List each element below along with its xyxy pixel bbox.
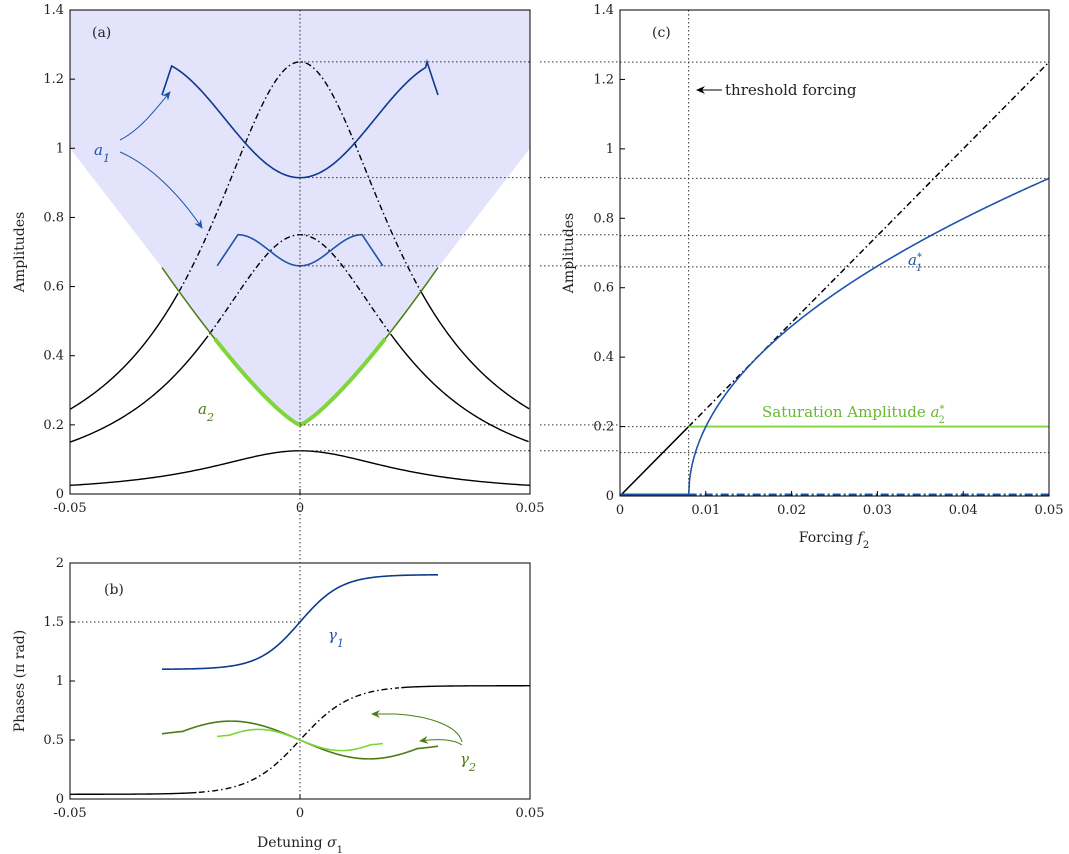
x-tick-label: 0.01 [691, 503, 720, 518]
y-tick-label: 1 [606, 142, 614, 157]
y-tick-label: 0 [606, 489, 614, 504]
y-tick-label: 2 [56, 556, 64, 571]
x-tick-label: 0.04 [949, 503, 978, 518]
x-tick-label: 0 [296, 806, 304, 821]
a1-star-curve [687, 177, 1049, 496]
arrow-a1-upper [119, 91, 171, 141]
phase-curve [401, 685, 530, 689]
y-tick-label: 0.4 [43, 349, 64, 364]
unstable-branch [208, 234, 390, 335]
annotation-saturation: Saturation Amplitude a* 2 [762, 403, 945, 426]
panel-b-ylabel: Phases (π rad) [12, 630, 28, 732]
y-tick-label: 1.2 [43, 72, 64, 87]
arrow-gamma2-upper [371, 710, 463, 743]
y-tick-label: 1.4 [43, 3, 64, 18]
y-tick-label: 0.6 [43, 280, 64, 295]
y-tick-label: 1 [56, 674, 64, 689]
panel-a-label: (a) [92, 25, 111, 41]
response-curve [70, 335, 209, 443]
annotation-threshold: threshold forcing [725, 81, 857, 99]
panel-b-label: (b) [104, 582, 124, 598]
x-tick-label: 0 [616, 503, 624, 518]
stable-region [70, 10, 530, 425]
x-tick-label: 0.02 [777, 503, 806, 518]
x-tick-label: 0.05 [516, 501, 545, 516]
linear-response-line [620, 426, 690, 496]
x-tick-label: 0.05 [516, 806, 545, 821]
arrow-a1-lower [119, 151, 203, 229]
y-tick-label: 1.5 [43, 615, 64, 630]
panel-c: 0 0.01 0.02 0.03 0.04 0.05 0 0.2 0.4 0.6 0.8 1 1.2 1.… [561, 3, 1063, 551]
unstable-branch [178, 61, 422, 292]
y-tick-label: 0.5 [43, 733, 64, 748]
x-tick-label: 0.05 [1035, 503, 1064, 518]
response-curve [420, 291, 530, 410]
y-tick-label: 0 [56, 792, 64, 807]
y-tick-label: 0.8 [593, 211, 614, 226]
x-tick-label: -0.05 [53, 806, 86, 821]
y-tick-label: 0.2 [43, 418, 64, 433]
response-curve [70, 450, 530, 487]
y-tick-label: 0.4 [593, 350, 614, 365]
annotation-a2: a2 [198, 400, 214, 424]
annotation-a1-star: a* 1 [908, 251, 922, 274]
annotation-gamma2: γ2 [460, 750, 476, 774]
y-tick-label: 0.6 [593, 281, 614, 296]
phase-curve [70, 791, 197, 795]
gamma2-curve-inner [217, 728, 383, 752]
y-tick-label: 1 [56, 141, 64, 156]
panel-a-ylabel: Amplitudes [12, 212, 28, 293]
y-tick-label: 0.8 [43, 210, 64, 225]
y-tick-label: 1.4 [593, 3, 614, 18]
panel-b-xlabel: Detuning σ1 [257, 835, 343, 854]
y-tick-label: 1.2 [593, 72, 614, 87]
y-tick-label: 0 [56, 487, 64, 502]
panel-c-xlabel: Forcing f2 [799, 530, 869, 551]
panel-c-frame [619, 9, 1050, 497]
panel-c-label: (c) [652, 25, 671, 41]
x-tick-label: 0 [296, 501, 304, 516]
gamma1-curve [161, 574, 439, 670]
response-curve [390, 333, 529, 443]
response-curve [70, 292, 179, 410]
annotation-gamma1: γ1 [328, 626, 344, 650]
x-tick-label: 0.03 [863, 503, 892, 518]
arrow-gamma2-lower [419, 735, 463, 746]
x-tick-label: -0.05 [53, 501, 86, 516]
y-tick-label: 0.2 [593, 420, 614, 435]
panel-c-ylabel: Amplitudes [561, 213, 577, 294]
